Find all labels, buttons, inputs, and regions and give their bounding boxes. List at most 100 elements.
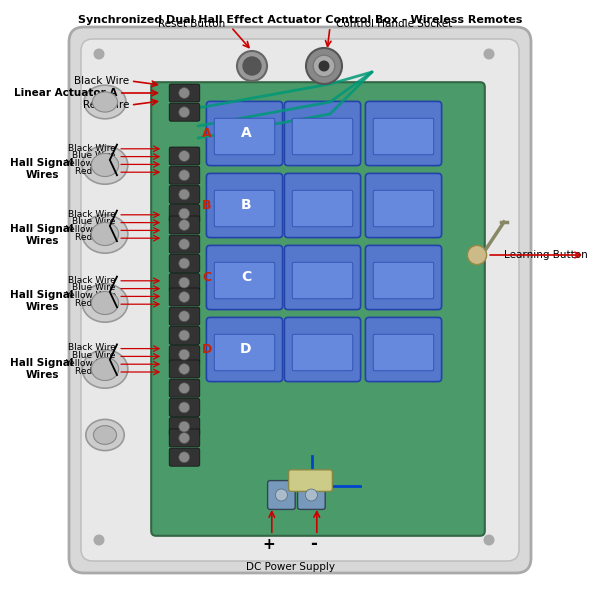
Circle shape [179, 220, 190, 230]
FancyBboxPatch shape [169, 429, 200, 447]
Text: Hall Signal
Wires: Hall Signal Wires [10, 358, 74, 380]
FancyBboxPatch shape [284, 317, 361, 382]
Text: Blue Wire: Blue Wire [73, 151, 116, 160]
Text: Yellow Wire: Yellow Wire [65, 359, 116, 368]
FancyBboxPatch shape [373, 190, 434, 227]
FancyBboxPatch shape [169, 398, 200, 416]
FancyBboxPatch shape [169, 235, 200, 253]
Circle shape [179, 189, 190, 200]
FancyBboxPatch shape [169, 448, 200, 466]
FancyBboxPatch shape [292, 262, 353, 299]
Text: D: D [202, 343, 212, 356]
Text: Learning Button: Learning Button [504, 250, 588, 260]
FancyBboxPatch shape [365, 101, 442, 166]
Text: Blue Wire: Blue Wire [73, 217, 116, 226]
Circle shape [179, 277, 190, 288]
Text: Red Wire: Red Wire [76, 167, 116, 176]
Text: D: D [240, 342, 252, 356]
FancyBboxPatch shape [169, 326, 200, 344]
FancyBboxPatch shape [214, 334, 275, 371]
FancyBboxPatch shape [298, 481, 325, 509]
FancyBboxPatch shape [206, 173, 283, 238]
FancyBboxPatch shape [169, 166, 200, 184]
Text: DC Power Supply: DC Power Supply [247, 562, 335, 572]
Text: C: C [202, 271, 212, 284]
Text: Blue Wire: Blue Wire [73, 351, 116, 360]
Ellipse shape [82, 146, 128, 184]
Text: Hall Signal
Wires: Hall Signal Wires [10, 224, 74, 247]
Ellipse shape [91, 358, 119, 380]
Circle shape [179, 151, 190, 161]
Text: B: B [241, 198, 251, 212]
FancyBboxPatch shape [169, 216, 200, 234]
Ellipse shape [82, 215, 128, 253]
Text: -: - [310, 535, 317, 553]
FancyBboxPatch shape [373, 118, 434, 155]
FancyBboxPatch shape [289, 470, 332, 491]
FancyBboxPatch shape [206, 101, 283, 166]
Circle shape [306, 48, 342, 84]
Text: Synchronized Dual Hall Effect Actuator Control Box - Wireless Remotes: Synchronized Dual Hall Effect Actuator C… [78, 15, 522, 25]
Circle shape [179, 383, 190, 394]
FancyBboxPatch shape [365, 317, 442, 382]
FancyBboxPatch shape [169, 307, 200, 325]
Ellipse shape [86, 419, 124, 451]
Circle shape [467, 245, 487, 265]
FancyBboxPatch shape [292, 190, 353, 227]
Text: Red Wire: Red Wire [76, 299, 116, 308]
Ellipse shape [82, 284, 128, 322]
FancyBboxPatch shape [81, 39, 519, 561]
Text: Red Wire: Red Wire [76, 233, 116, 242]
FancyBboxPatch shape [214, 118, 275, 155]
Text: C: C [241, 270, 251, 284]
FancyBboxPatch shape [284, 173, 361, 238]
FancyBboxPatch shape [169, 360, 200, 378]
Circle shape [179, 421, 190, 432]
FancyBboxPatch shape [292, 118, 353, 155]
Circle shape [179, 88, 190, 98]
Ellipse shape [84, 85, 126, 119]
Circle shape [179, 258, 190, 269]
Circle shape [243, 57, 261, 75]
Text: Blue Wire: Blue Wire [73, 283, 116, 292]
Circle shape [179, 433, 190, 443]
FancyBboxPatch shape [69, 27, 531, 573]
Text: Black Wire: Black Wire [68, 143, 116, 152]
FancyBboxPatch shape [169, 346, 200, 364]
FancyBboxPatch shape [169, 379, 200, 397]
Circle shape [478, 529, 500, 551]
Text: Control Handle Socket: Control Handle Socket [336, 19, 452, 29]
FancyBboxPatch shape [268, 481, 295, 509]
FancyBboxPatch shape [169, 103, 200, 121]
FancyBboxPatch shape [169, 205, 200, 223]
Circle shape [179, 239, 190, 250]
Circle shape [313, 55, 335, 77]
Circle shape [94, 49, 104, 59]
Circle shape [179, 107, 190, 118]
FancyBboxPatch shape [365, 245, 442, 310]
Text: Hall Signal
Wires: Hall Signal Wires [10, 290, 74, 313]
FancyBboxPatch shape [373, 334, 434, 371]
Text: A: A [241, 126, 251, 140]
Text: Red Wire: Red Wire [76, 367, 116, 376]
Circle shape [305, 489, 317, 501]
Circle shape [237, 51, 267, 81]
Ellipse shape [91, 292, 119, 314]
Circle shape [179, 170, 190, 181]
FancyBboxPatch shape [169, 418, 200, 436]
Circle shape [179, 208, 190, 219]
Circle shape [484, 535, 494, 545]
Circle shape [179, 311, 190, 322]
Text: A: A [202, 127, 212, 140]
FancyBboxPatch shape [206, 245, 283, 310]
FancyBboxPatch shape [151, 82, 485, 536]
Circle shape [94, 535, 104, 545]
Text: Black Wire: Black Wire [74, 76, 129, 86]
FancyBboxPatch shape [284, 245, 361, 310]
Ellipse shape [94, 425, 116, 445]
FancyBboxPatch shape [373, 262, 434, 299]
Text: +: + [262, 536, 275, 552]
Text: Black Wire: Black Wire [68, 275, 116, 284]
Text: Red Wire: Red Wire [83, 100, 129, 110]
Circle shape [88, 43, 110, 65]
